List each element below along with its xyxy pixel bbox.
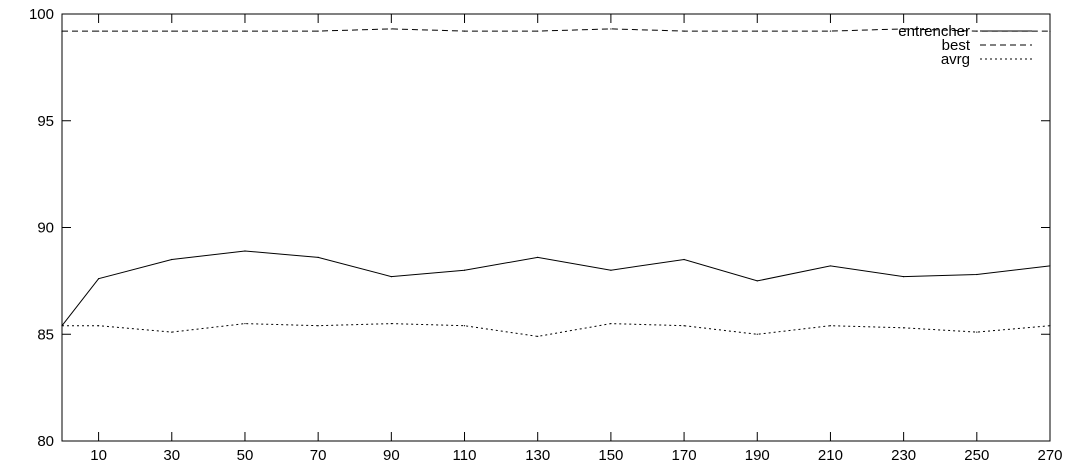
data-point-best [537, 30, 539, 32]
data-point-entrencher [1049, 265, 1051, 267]
data-point-entrencher [463, 269, 466, 271]
data-point-avrg [537, 335, 539, 337]
legend-label-best: best [942, 37, 971, 54]
data-point-entrencher [903, 276, 905, 278]
x-tick-label: 110 [453, 447, 477, 464]
data-point-best [463, 30, 466, 32]
data-point-avrg [61, 325, 63, 327]
data-point-avrg [1049, 325, 1051, 327]
x-tick-label: 50 [237, 447, 254, 464]
data-point-best [756, 30, 758, 32]
ticks: 80 85 90 95 100 10 30 50 70 90 110 130 150 170 190 210 2… [29, 6, 1063, 464]
data-point-entrencher [829, 265, 832, 267]
data-point-avrg [903, 327, 905, 329]
legend-label-entrencher: entrencher [898, 23, 970, 40]
data-point-best [171, 30, 173, 32]
data-point-avrg [317, 325, 319, 327]
data-point-best [903, 28, 905, 30]
x-tick-label: 70 [310, 447, 327, 464]
data-point-avrg [829, 325, 832, 327]
data-point-entrencher [683, 258, 685, 261]
data-point-avrg [976, 331, 978, 333]
data-point-entrencher [97, 278, 100, 280]
data-point-best [976, 30, 978, 32]
x-tick-label: 230 [891, 447, 916, 464]
data-point-entrencher [756, 280, 758, 282]
data-point-best [61, 30, 63, 32]
plot-border [61, 13, 1051, 442]
y-tick-label: 90 [37, 220, 54, 237]
data-point-best [317, 30, 319, 32]
data-point-entrencher [976, 273, 978, 276]
data-point-avrg [244, 322, 246, 325]
x-tick-label: 150 [598, 447, 623, 464]
x-tick-label: 30 [163, 447, 180, 464]
x-tick-label: 270 [1037, 447, 1062, 464]
data-point-avrg [171, 331, 173, 333]
series-line-entrencher [61, 250, 1051, 327]
series [61, 28, 1051, 337]
data-point-entrencher [390, 276, 392, 278]
data-point-entrencher [537, 256, 539, 258]
data-point-best [829, 30, 832, 32]
x-tick-label: 210 [818, 447, 843, 464]
data-point-entrencher [171, 258, 173, 261]
data-point-best [97, 30, 100, 32]
data-point-best [610, 28, 612, 30]
x-tick-label: 190 [745, 447, 770, 464]
data-point-best [1049, 30, 1051, 32]
data-point-avrg [610, 322, 612, 325]
axes [61, 13, 1051, 442]
x-tick-label: 130 [525, 447, 550, 464]
data-point-avrg [390, 322, 392, 325]
data-point-avrg [97, 325, 100, 327]
y-tick-label: 100 [29, 6, 54, 23]
x-tick-label: 10 [90, 447, 107, 464]
data-point-best [390, 28, 392, 30]
x-tick-label: 250 [964, 447, 989, 464]
y-tick-label: 80 [37, 433, 54, 450]
y-tick-label: 85 [37, 326, 54, 343]
series-line-avrg [62, 323, 1051, 337]
x-tick-label: 90 [383, 447, 400, 464]
y-tick-label: 95 [37, 113, 54, 130]
data-point-best [683, 30, 685, 32]
data-point-entrencher [610, 269, 612, 271]
data-point-avrg [756, 333, 758, 335]
data-point-entrencher [317, 256, 319, 258]
x-tick-label: 170 [672, 447, 697, 464]
data-point-avrg [683, 325, 685, 327]
data-point-avrg [463, 325, 466, 327]
data-point-entrencher [244, 250, 246, 252]
legend-label-avrg: avrg [941, 51, 970, 68]
data-point-best [244, 30, 246, 32]
